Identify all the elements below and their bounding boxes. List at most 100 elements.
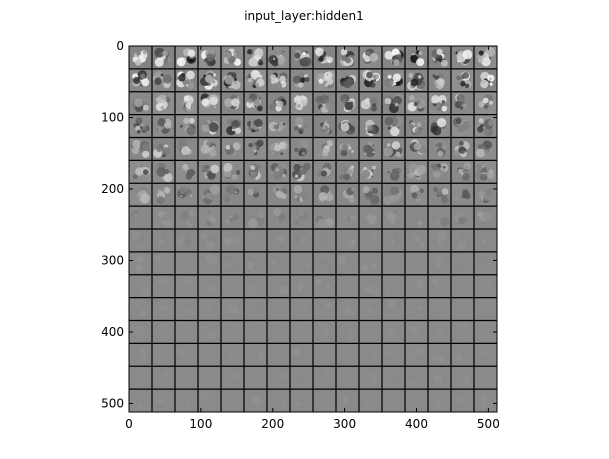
image-tile [313, 389, 336, 412]
image-tile [221, 183, 244, 207]
image-tile [175, 114, 198, 138]
image-tile [198, 343, 221, 367]
image-tile [313, 206, 336, 229]
image-tile [152, 183, 175, 207]
image-tile [405, 366, 428, 390]
image-tile [451, 160, 474, 184]
image-tile [267, 297, 290, 321]
image-tile [129, 137, 152, 161]
plot-frame [128, 45, 498, 413]
image-tile [129, 68, 152, 92]
image-tile [244, 251, 267, 275]
image-tile [405, 251, 428, 275]
image-tile [244, 389, 267, 412]
image-tile [313, 274, 336, 298]
image-tile [221, 297, 244, 321]
image-tile [451, 389, 474, 412]
x-tick-label: 0 [125, 417, 133, 431]
image-tile [313, 183, 336, 207]
image-tile [428, 46, 451, 69]
image-tile [290, 229, 313, 252]
image-tile [221, 366, 244, 390]
image-tile [152, 68, 175, 92]
image-tile [474, 46, 497, 69]
image-tile [152, 46, 175, 69]
image-tile [382, 297, 405, 321]
image-tile [428, 229, 451, 252]
image-tile [405, 389, 428, 412]
image-tile [359, 183, 382, 207]
image-tile [290, 137, 313, 161]
image-tile [451, 297, 474, 321]
image-tile [428, 114, 451, 138]
image-tile [221, 206, 244, 229]
image-tile [267, 160, 290, 184]
image-tile [313, 46, 336, 69]
image-tile [290, 297, 313, 321]
image-tile [129, 183, 152, 207]
image-tile [336, 366, 359, 390]
image-tile [313, 160, 336, 184]
image-tile [290, 320, 313, 344]
image-tile [359, 68, 382, 92]
image-tile [290, 114, 313, 138]
image-tile [428, 389, 451, 412]
image-tile [152, 137, 175, 161]
image-tile [382, 91, 405, 115]
image-tile [451, 251, 474, 275]
image-tile [244, 320, 267, 344]
image-tile [244, 68, 267, 92]
image-tile [290, 206, 313, 229]
image-tile [244, 274, 267, 298]
image-tile [267, 229, 290, 252]
image-tile [428, 366, 451, 390]
image-tile [175, 274, 198, 298]
image-tile [198, 229, 221, 252]
image-tile [474, 183, 497, 207]
image-tile [451, 68, 474, 92]
image-tile [244, 137, 267, 161]
image-tile [198, 114, 221, 138]
image-tile [152, 389, 175, 412]
image-tile [175, 91, 198, 115]
image-tile [313, 137, 336, 161]
image-tile [474, 389, 497, 412]
image-tile [382, 114, 405, 138]
image-tile [405, 206, 428, 229]
image-tile [359, 229, 382, 252]
image-tile [336, 389, 359, 412]
image-tile [474, 114, 497, 138]
image-tile [313, 68, 336, 92]
image-tile [359, 297, 382, 321]
image-tile [336, 137, 359, 161]
image-tile [313, 114, 336, 138]
image-tile [175, 251, 198, 275]
image-tile [221, 320, 244, 344]
image-tile [198, 251, 221, 275]
image-tile [405, 297, 428, 321]
image-tile [428, 320, 451, 344]
image-tile [267, 114, 290, 138]
image-tile [198, 183, 221, 207]
image-tile [175, 160, 198, 184]
image-tile [451, 91, 474, 115]
image-tile [175, 183, 198, 207]
image-tile [221, 91, 244, 115]
image-tile [175, 206, 198, 229]
image-tile [451, 137, 474, 161]
image-tile [129, 274, 152, 298]
image-tile [336, 46, 359, 69]
image-tile [359, 206, 382, 229]
image-tile [474, 366, 497, 390]
image-tile [221, 389, 244, 412]
image-tile [428, 91, 451, 115]
image-tile [244, 46, 267, 69]
image-tile [336, 274, 359, 298]
image-tile [359, 251, 382, 275]
image-tile [382, 320, 405, 344]
image-tile [428, 160, 451, 184]
image-tile [474, 137, 497, 161]
x-axis: 0 100 200 300 400 500 [125, 46, 500, 431]
image-tile [129, 160, 152, 184]
image-tile [267, 251, 290, 275]
